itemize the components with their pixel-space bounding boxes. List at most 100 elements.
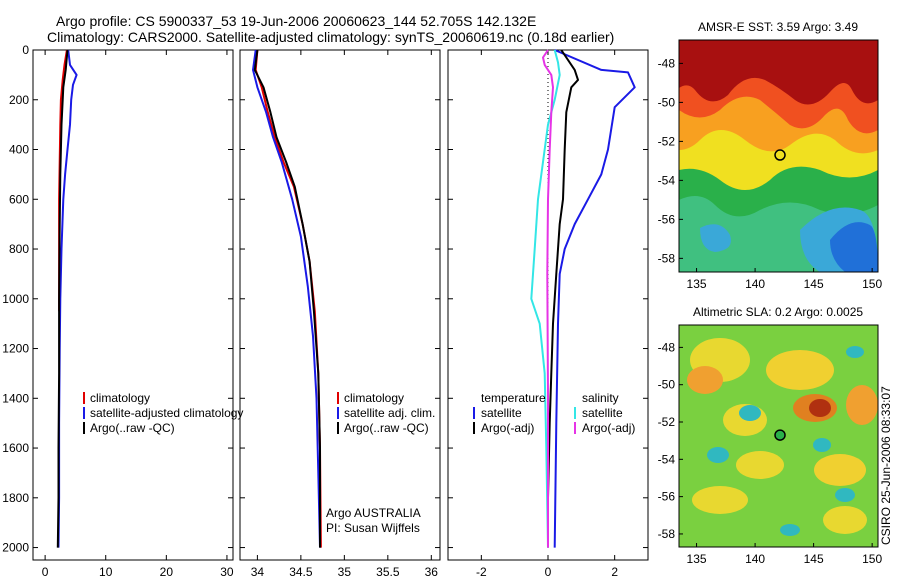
sst-map-axes: 135 140 145 150 -48 -50 -52 -54 -56 -58 bbox=[658, 56, 883, 291]
y-tick-label: -52 bbox=[658, 134, 676, 148]
y-tick-label: 1800 bbox=[2, 491, 29, 505]
sla-map-axes: 135 140 145 150 -48 -50 -52 -54 -56 -58 bbox=[658, 340, 883, 566]
sst-map-title: AMSR-E SST: 3.59 Argo: 3.49 bbox=[698, 20, 858, 34]
sla-field-low bbox=[780, 524, 800, 536]
x-tick-label: 10 bbox=[99, 565, 113, 579]
series-line bbox=[547, 49, 579, 548]
x-tick-label: -2 bbox=[476, 565, 487, 579]
sla-field-blob bbox=[846, 385, 878, 425]
sst-field-colder bbox=[830, 222, 878, 272]
sla-field-blob bbox=[692, 486, 748, 514]
y-tick-label: -58 bbox=[658, 527, 676, 541]
argo-float-marker bbox=[774, 429, 786, 441]
y-tick-label: -48 bbox=[658, 340, 676, 354]
title-line-1: Argo profile: CS 5900337_53 19-Jun-2006 … bbox=[56, 13, 536, 29]
x-tick-label: 145 bbox=[804, 277, 824, 291]
y-tick-label: 400 bbox=[9, 143, 29, 157]
legend-label: Argo(-adj) bbox=[481, 421, 534, 435]
sla-field-low bbox=[835, 488, 855, 502]
y-tick-label: 0 bbox=[22, 43, 29, 57]
series-line bbox=[56, 49, 69, 548]
x-tick-label: 36 bbox=[425, 565, 439, 579]
y-tick-label: 1600 bbox=[2, 441, 29, 455]
difference-legend: temperature salinity satellite Argo(-adj… bbox=[473, 391, 635, 435]
legend-label: satellite bbox=[582, 406, 623, 420]
sla-field-blob bbox=[766, 350, 834, 390]
y-tick-label: -52 bbox=[658, 415, 676, 429]
legend-label: satellite bbox=[481, 406, 522, 420]
sla-field-blob bbox=[687, 366, 723, 394]
legend-label: satellite adj. clim. bbox=[344, 406, 435, 420]
y-tick-label: -56 bbox=[658, 490, 676, 504]
annotation-line-2: PI: Susan Wijffels bbox=[326, 521, 420, 535]
sla-field-blob bbox=[736, 451, 784, 479]
sla-field-blob bbox=[814, 454, 866, 486]
y-tick-label: -54 bbox=[658, 452, 676, 466]
annotation-line-1: Argo AUSTRALIA bbox=[326, 506, 421, 520]
y-tick-label: 1200 bbox=[2, 342, 29, 356]
x-tick-label: 150 bbox=[862, 552, 882, 566]
sla-map-title: Altimetric SLA: 0.2 Argo: 0.0025 bbox=[693, 305, 863, 319]
x-tick-label: 0 bbox=[545, 565, 552, 579]
sst-field-hot bbox=[679, 40, 878, 105]
y-tick-label: 1400 bbox=[2, 391, 29, 405]
sla-field-blob bbox=[809, 399, 831, 417]
side-credit: CSIRO 25-Jun-2006 08:33:07 bbox=[879, 386, 893, 545]
x-tick-label: 0 bbox=[42, 565, 49, 579]
y-tick-label: -50 bbox=[658, 95, 676, 109]
x-tick-label: 135 bbox=[687, 277, 707, 291]
series-line bbox=[530, 49, 561, 548]
argo-float-marker bbox=[774, 149, 786, 161]
x-tick-label: 140 bbox=[745, 552, 765, 566]
temperature-legend: climatology satellite-adjusted climatolo… bbox=[83, 391, 243, 435]
legend-label: satellite-adjusted climatology bbox=[90, 406, 243, 420]
y-tick-label: -56 bbox=[658, 212, 676, 226]
x-tick-label: 20 bbox=[160, 565, 174, 579]
legend-title-temperature: temperature bbox=[481, 391, 546, 405]
legend-title-salinity: salinity bbox=[582, 391, 619, 405]
series-line bbox=[553, 49, 636, 548]
legend-label: Argo(..raw -QC) bbox=[344, 421, 429, 435]
x-tick-label: 35 bbox=[338, 565, 352, 579]
y-tick-label: 200 bbox=[9, 93, 29, 107]
x-tick-label: 135 bbox=[687, 552, 707, 566]
y-tick-label: -58 bbox=[658, 251, 676, 265]
plot-frame bbox=[32, 49, 234, 561]
sst-map: AMSR-E SST: 3.59 Argo: 3.49 135 140 145 150… bbox=[658, 20, 883, 291]
sst-map-frame bbox=[678, 39, 879, 273]
y-tick-label: -48 bbox=[658, 56, 676, 70]
sst-field-cold-patch bbox=[700, 224, 731, 252]
x-tick-label: 35.5 bbox=[376, 565, 400, 579]
sla-map-frame bbox=[678, 324, 879, 548]
legend-label: climatology bbox=[90, 391, 150, 405]
legend-label: climatology bbox=[344, 391, 404, 405]
sla-field-low bbox=[846, 346, 864, 358]
sla-field-low bbox=[707, 447, 729, 463]
series-line bbox=[253, 49, 321, 548]
x-tick-label: 2 bbox=[611, 565, 618, 579]
y-tick-label: -50 bbox=[658, 378, 676, 392]
y-tick-label: 800 bbox=[9, 242, 29, 256]
y-tick-label: 1000 bbox=[2, 292, 29, 306]
legend-label: Argo(-adj) bbox=[582, 421, 635, 435]
x-tick-label: 140 bbox=[745, 277, 765, 291]
x-tick-label: 150 bbox=[862, 277, 882, 291]
salinity-legend: climatology satellite adj. clim. Argo(..… bbox=[326, 391, 435, 535]
sla-field-low bbox=[739, 405, 761, 421]
legend-label: Argo(..raw -QC) bbox=[90, 421, 175, 435]
sla-field-blob bbox=[823, 506, 867, 534]
x-tick-label: 34 bbox=[251, 565, 265, 579]
title-line-2: Climatology: CARS2000. Satellite-adjuste… bbox=[47, 29, 614, 45]
y-tick-label: -54 bbox=[658, 173, 676, 187]
series-line bbox=[542, 49, 554, 548]
temperature-panel: 0 10 20 30 0 200 400 600 800 1000 1200 1400 1600 1800… bbox=[2, 43, 234, 580]
difference-panel: -202difference from climatology bbox=[447, 49, 649, 580]
x-tick-label: 30 bbox=[220, 565, 234, 579]
y-tick-label: 600 bbox=[9, 192, 29, 206]
x-tick-label: 145 bbox=[804, 552, 824, 566]
x-tick-label: 34.5 bbox=[289, 565, 313, 579]
sla-map: Altimetric SLA: 0.2 Argo: 0.0025 135 140 1… bbox=[658, 305, 883, 566]
y-tick-label: 2000 bbox=[2, 541, 29, 555]
